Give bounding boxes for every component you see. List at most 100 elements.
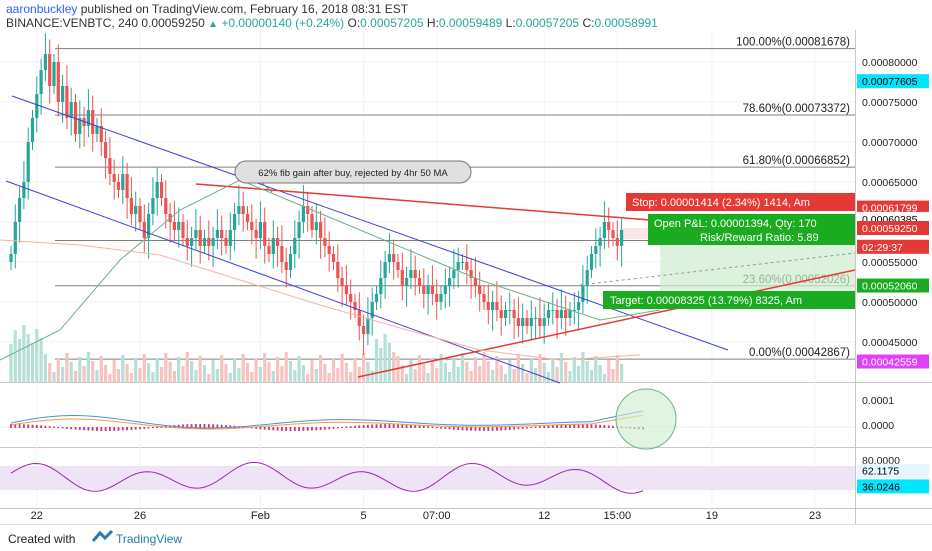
volume-bar xyxy=(250,372,254,382)
tradingview-brand[interactable]: TradingView xyxy=(116,532,183,546)
publish-info: published on TradingView.com, February 1… xyxy=(80,2,409,16)
ma-50-line xyxy=(0,179,661,361)
macd-hist-bar xyxy=(521,427,524,429)
candle-body xyxy=(211,238,215,246)
volume-bar xyxy=(422,364,426,382)
macd-hist-bar xyxy=(457,427,460,430)
volume-bar xyxy=(448,372,452,382)
candle-body xyxy=(417,278,422,286)
candle-body xyxy=(43,54,47,70)
price-tag-label: 0.00059250 xyxy=(862,223,918,235)
price-axis[interactable]: 0.00080000 0.00075000 0.00070000 0.00065000… xyxy=(857,57,929,494)
candle-body xyxy=(551,310,555,311)
candle-body xyxy=(26,142,30,182)
volume-bar xyxy=(125,364,129,382)
candle-body xyxy=(164,198,168,214)
risk-reward-label: Risk/Reward Ratio: 5.89 xyxy=(700,232,819,244)
volume-bar xyxy=(585,361,589,382)
macd-pane xyxy=(0,388,855,450)
author-link[interactable]: aaronbuckley xyxy=(6,2,78,16)
candle-body xyxy=(280,246,284,262)
candle-body xyxy=(9,254,13,262)
volume-bar xyxy=(495,356,499,382)
time-tick-label: 07:00 xyxy=(423,510,451,522)
candle-body xyxy=(250,222,254,230)
macd-hist-bar xyxy=(577,424,580,428)
macd-hist-bar xyxy=(130,427,133,430)
macd-hist-bar xyxy=(66,427,68,429)
candle-body xyxy=(585,270,589,286)
price-chart[interactable]: 100.00%(0.00081678) 78.60%(0.00073372) 61.… xyxy=(0,30,932,524)
candle-body xyxy=(69,102,73,118)
candle-body xyxy=(314,222,318,230)
time-axis[interactable]: 22 26 Feb 5 07:00 12 15:00 19 23 xyxy=(31,510,822,522)
volume-bar xyxy=(336,368,340,382)
volume-bar xyxy=(620,364,624,382)
volume-bar xyxy=(546,372,551,382)
volume-bar xyxy=(134,359,138,382)
annotation-bubble xyxy=(234,160,472,184)
volume-bar xyxy=(95,370,99,382)
symbol-name: BINANCE:VENBTC, 240 xyxy=(6,16,139,30)
macd-hist-bar xyxy=(272,427,275,431)
candle-body xyxy=(267,246,271,254)
macd-hist-bar xyxy=(195,424,197,428)
time-tick-label: 12 xyxy=(538,510,550,522)
volume-bar xyxy=(607,360,611,382)
candle-body xyxy=(181,222,185,238)
candle-body xyxy=(357,310,361,326)
candle-body xyxy=(430,286,434,294)
stop-label: Stop: 0.00001414 (2.34%) 1414, Am xyxy=(632,197,810,209)
macd-hist-bar xyxy=(508,427,511,430)
volume-bar xyxy=(439,354,443,382)
macd-hist-bar xyxy=(431,426,434,428)
candle-body xyxy=(344,286,348,294)
candle-body xyxy=(116,182,121,190)
volume-bar xyxy=(207,374,211,382)
volume-bar xyxy=(18,339,22,382)
volume-bar xyxy=(284,352,288,382)
volume-bar xyxy=(233,359,237,382)
volume-bar xyxy=(215,369,219,382)
volume-bar xyxy=(577,366,581,382)
macd-hist-bar xyxy=(336,427,339,429)
volume-bar xyxy=(465,362,469,382)
macd-hist-bar xyxy=(599,424,601,428)
price-tick-label: 0.00070000 xyxy=(862,137,918,149)
volume-bar xyxy=(254,358,258,382)
candle-body xyxy=(396,262,400,270)
macd-hist-bar xyxy=(109,427,111,431)
candle-body xyxy=(508,310,512,311)
candle-body xyxy=(271,238,275,254)
macd-hist-bar xyxy=(91,427,94,431)
price-tick-label: 0.00065000 xyxy=(862,177,918,189)
time-tick-label: 5 xyxy=(361,510,367,522)
candle-body xyxy=(516,318,520,326)
candle-body xyxy=(392,254,396,262)
ohlc-low: 0.00057205 xyxy=(515,16,580,30)
candle-body xyxy=(538,318,542,326)
macd-hist-bar xyxy=(349,426,352,428)
macd-hist-bar xyxy=(547,425,550,428)
volume-bar xyxy=(185,352,189,382)
macd-hist-bar xyxy=(556,424,558,428)
macd-hist-bar xyxy=(255,427,257,429)
tradingview-logo-icon xyxy=(92,530,114,542)
candle-body xyxy=(572,310,576,311)
candle-body xyxy=(220,230,224,238)
volume-bar xyxy=(306,374,310,382)
candle-body xyxy=(439,294,443,302)
candle-body xyxy=(263,222,267,246)
volume-bar xyxy=(542,363,546,382)
macd-hist-bar xyxy=(70,427,73,430)
macd-hist-bar xyxy=(182,424,184,428)
volume-bar xyxy=(159,367,164,382)
price-tick-label: 0.00045000 xyxy=(862,337,918,349)
candle-body xyxy=(194,230,198,238)
price-tick-label: 0.00055000 xyxy=(862,257,918,269)
macd-hist-bar xyxy=(203,424,206,428)
macd-hist-bar xyxy=(10,424,12,428)
candle-body xyxy=(288,254,293,270)
price-tag-label: 0.00061799 xyxy=(862,203,918,215)
candle-body xyxy=(108,158,112,174)
